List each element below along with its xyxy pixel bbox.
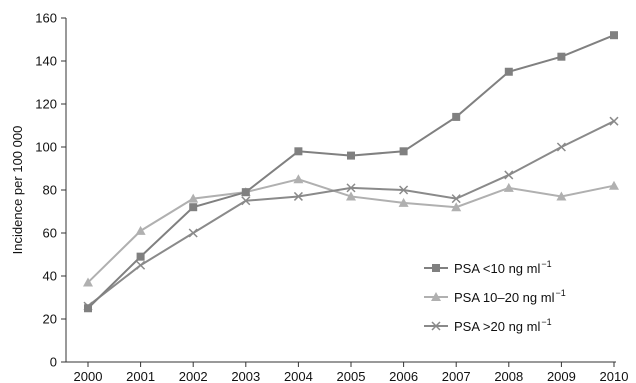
x-tick-label: 2009 — [547, 369, 576, 383]
data-point-triangle — [188, 193, 199, 203]
legend-label-superscript: −1 — [541, 317, 551, 327]
data-point-square — [84, 304, 92, 313]
legend-item: PSA <10 ng ml−1 — [424, 259, 552, 276]
legend-label-superscript: −1 — [555, 288, 565, 298]
y-axis-ticks: 0 20 40 60 80 100 120 140 160 — [35, 11, 66, 370]
x-tick-label: 2000 — [74, 369, 103, 383]
y-tick-label: 100 — [35, 140, 57, 155]
data-point-triangle — [556, 191, 567, 201]
data-point-triangle — [83, 277, 93, 287]
legend-label: PSA 10–20 ng ml−1 — [454, 288, 566, 305]
legend-item: PSA >20 ng ml−1 — [424, 317, 552, 334]
series-layer — [83, 31, 619, 313]
data-point-square — [432, 264, 440, 272]
data-point-triangle — [431, 292, 441, 301]
data-point-square — [610, 31, 618, 40]
x-tick-label: 2008 — [494, 369, 523, 383]
y-tick-label: 80 — [43, 183, 57, 198]
data-point-square — [136, 252, 145, 261]
data-point-cross — [399, 185, 409, 195]
x-tick-label: 2001 — [126, 369, 155, 383]
legend-label: PSA >20 ng ml−1 — [454, 317, 552, 334]
data-point-square — [557, 52, 566, 61]
x-tick-label: 2010 — [600, 369, 629, 383]
data-point-triangle — [609, 180, 619, 190]
series-square — [84, 31, 618, 313]
data-point-cross — [609, 116, 619, 126]
x-tick-label: 2002 — [179, 369, 208, 383]
x-tick-label: 2006 — [389, 369, 418, 383]
data-point-triangle — [346, 191, 356, 201]
data-point-square — [347, 151, 355, 160]
data-point-cross — [136, 260, 146, 270]
data-point-cross — [431, 321, 441, 331]
legend-label-superscript: −1 — [541, 259, 551, 269]
data-point-cross — [188, 228, 198, 238]
y-tick-label: 140 — [35, 54, 57, 69]
x-tick-label: 2003 — [231, 369, 260, 383]
y-tick-label: 0 — [50, 355, 57, 370]
data-point-triangle — [451, 202, 462, 212]
legend-label: PSA <10 ng ml−1 — [454, 259, 552, 276]
data-point-square — [452, 112, 461, 121]
y-axis-title: Incidence per 100 000 — [10, 126, 25, 255]
x-tick-label: 2004 — [284, 369, 313, 383]
data-point-square — [294, 147, 303, 156]
data-point-square — [241, 188, 250, 197]
data-point-triangle — [293, 174, 304, 184]
x-tick-label: 2005 — [337, 369, 366, 383]
y-tick-label: 40 — [43, 269, 57, 284]
data-point-cross — [346, 183, 356, 193]
data-point-cross — [241, 196, 251, 206]
series-cross — [83, 116, 619, 311]
legend-label-text: PSA 10–20 ng ml — [454, 290, 555, 305]
data-point-square — [189, 203, 198, 212]
data-point-square — [399, 147, 408, 156]
data-point-cross — [504, 170, 514, 180]
y-tick-label: 60 — [43, 226, 57, 241]
legend-label-text: PSA <10 ng ml — [454, 261, 540, 276]
data-point-cross — [556, 142, 566, 152]
y-tick-label: 120 — [35, 97, 57, 112]
legend-item: PSA 10–20 ng ml−1 — [424, 288, 566, 305]
x-axis-ticks: 2000 2001 2002 2003 2004 2005 2006 2007 2008 2009… — [74, 362, 629, 383]
data-point-triangle — [135, 225, 146, 235]
data-point-triangle — [398, 197, 409, 207]
legend-label-text: PSA >20 ng ml — [454, 319, 540, 334]
data-point-triangle — [503, 182, 514, 192]
y-tick-label: 20 — [43, 312, 57, 327]
y-tick-label: 160 — [35, 11, 57, 26]
x-tick-label: 2007 — [442, 369, 471, 383]
data-point-square — [504, 67, 513, 76]
data-point-cross — [293, 191, 303, 201]
data-point-cross — [451, 194, 461, 204]
